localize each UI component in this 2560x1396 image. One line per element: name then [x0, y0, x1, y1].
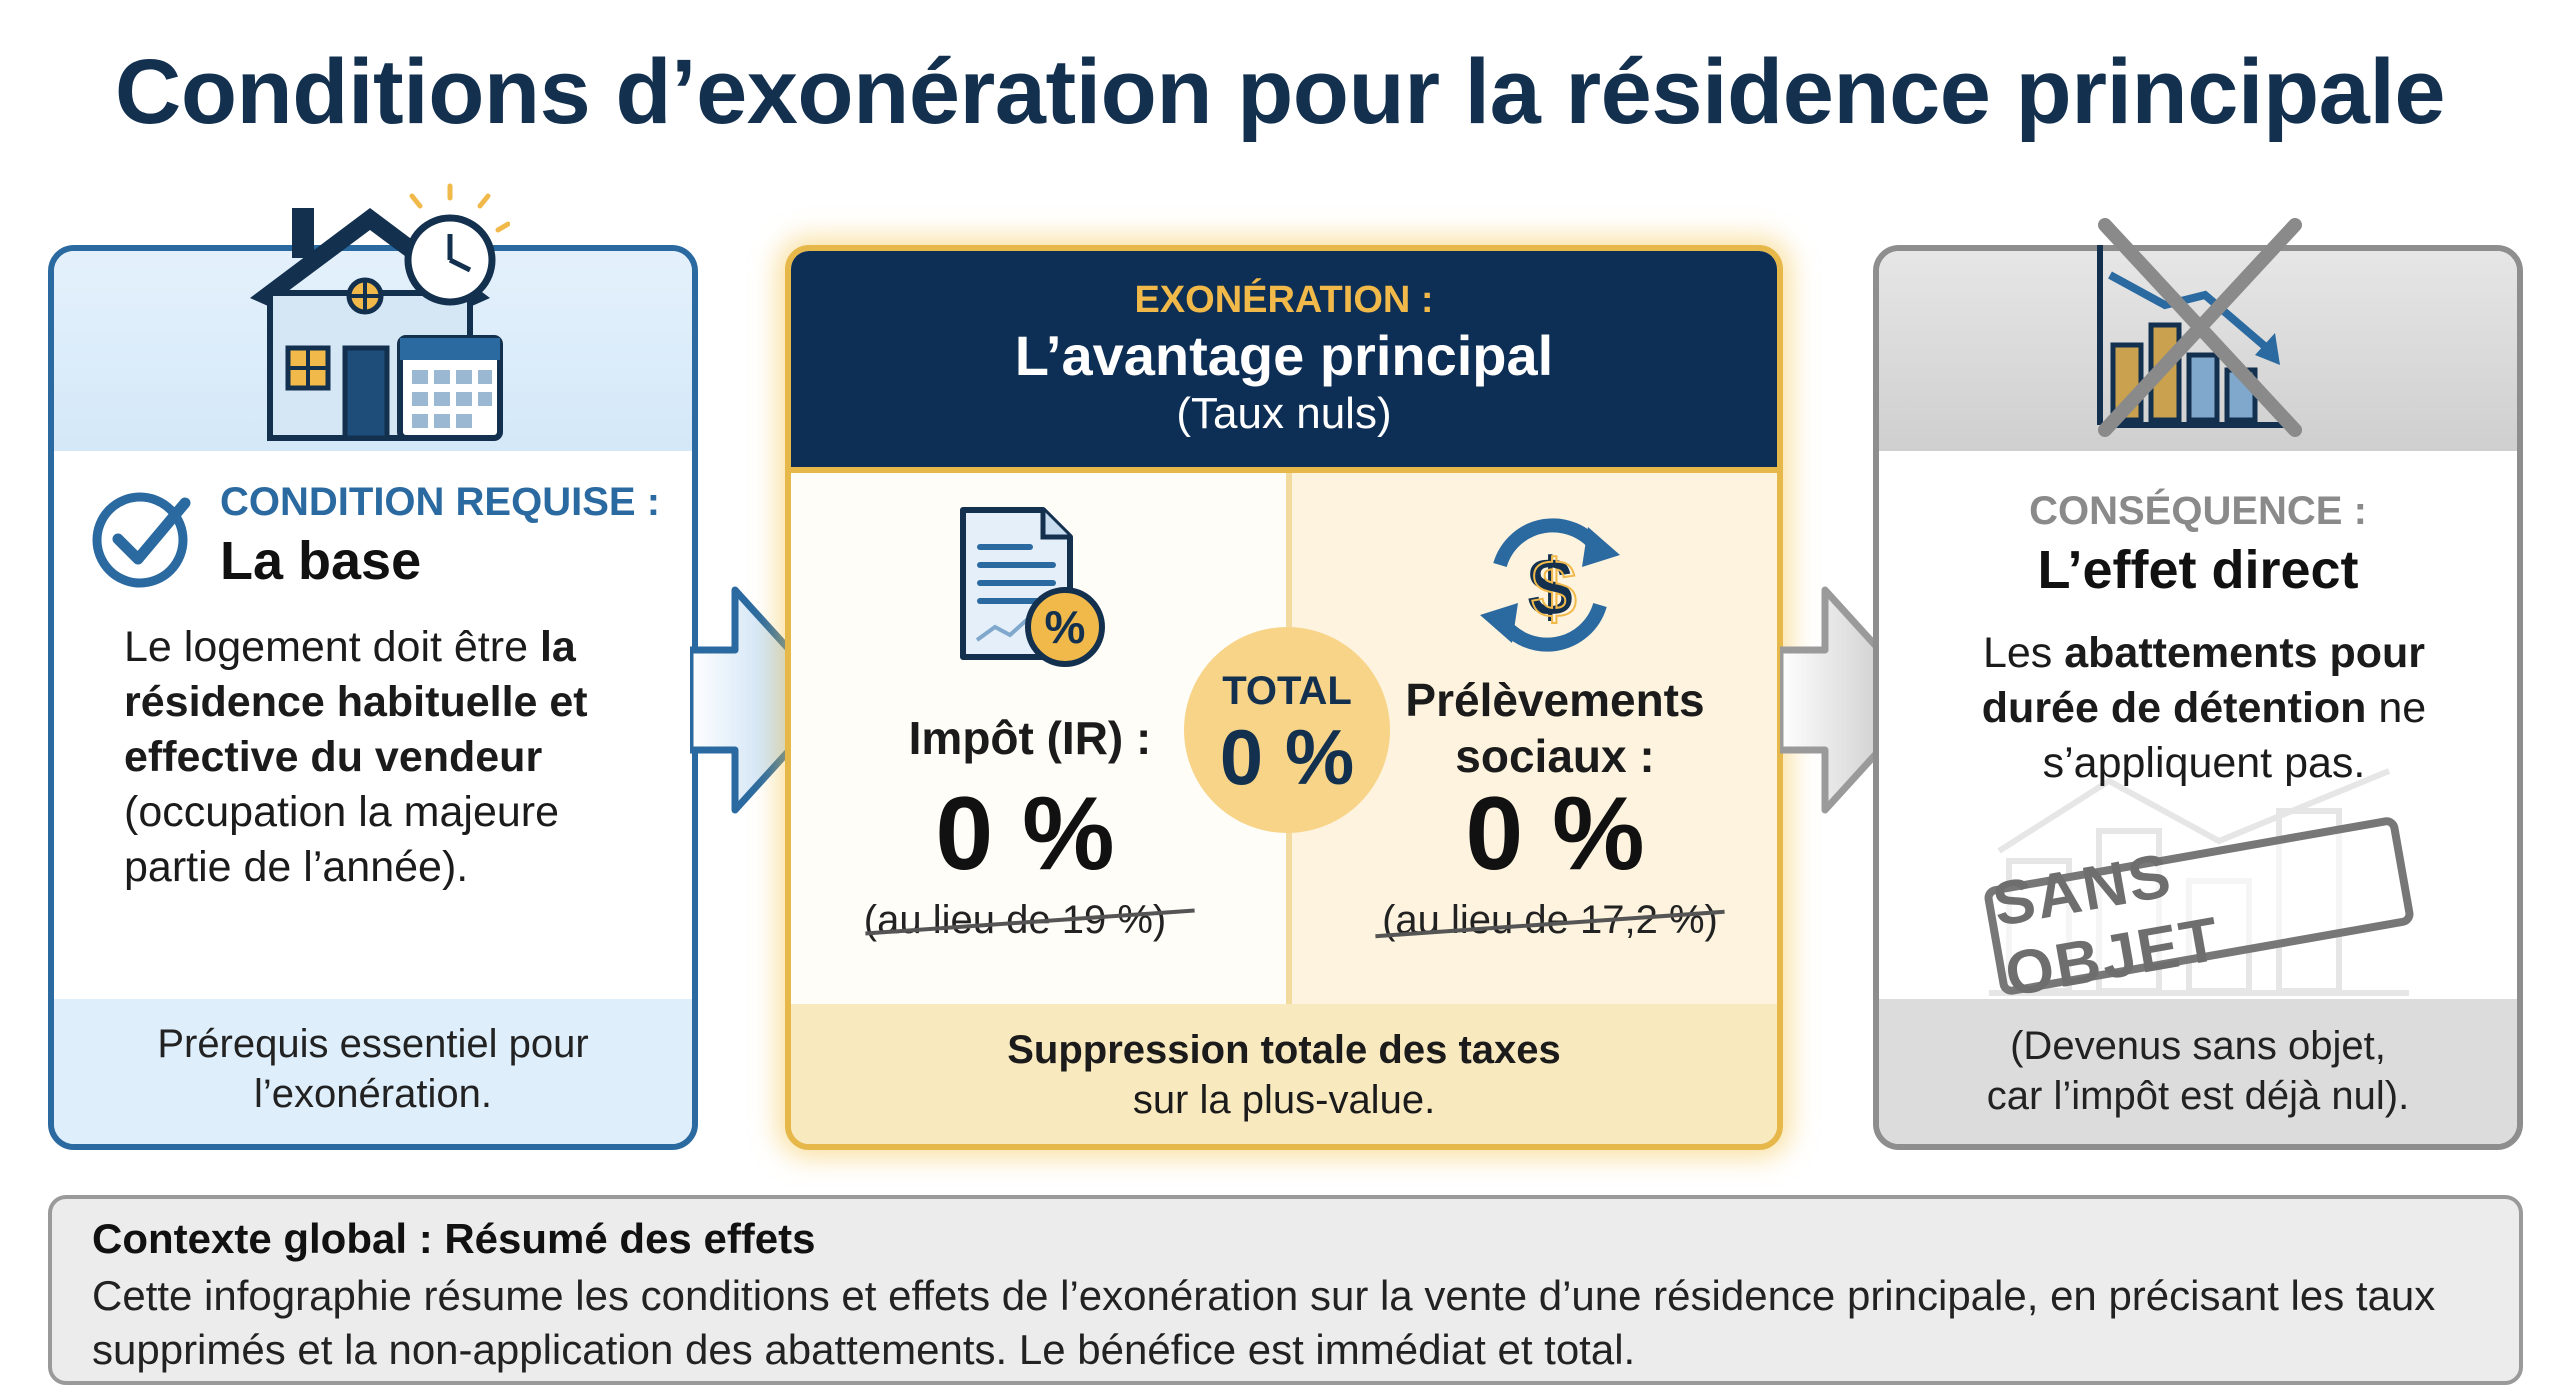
exoneration-title: L’avantage principal — [1014, 324, 1554, 387]
ir-value: 0 % — [935, 776, 1115, 892]
consequence-text-bold: abattements pour durée de détention — [1981, 629, 2426, 732]
consequence-label: CONSÉQUENCE : — [2029, 489, 2367, 533]
condition-footer: Prérequis essentiel pour l’exonération. — [54, 999, 692, 1144]
total-label: TOTAL — [1222, 669, 1352, 713]
total-value: 0 % — [1219, 713, 1355, 801]
exoneration-footer: Suppression totale des taxes sur la plus… — [791, 1004, 1777, 1144]
check-circle-icon — [92, 492, 191, 588]
consequence-footer: (Devenus sans objet, car l’impôt est déj… — [1879, 999, 2517, 1144]
ir-label: Impôt (IR) : — [908, 712, 1152, 764]
context-heading: Contexte global : Résumé des effets — [92, 1215, 816, 1262]
context-box: Contexte global : Résumé des effets Cett… — [48, 1195, 2523, 1385]
exoneration-footer-text: sur la plus-value. — [1132, 1078, 1436, 1122]
exoneration-footer-bold: Suppression totale des taxes — [1007, 1028, 1561, 1072]
house-clock-calendar-icon — [250, 183, 510, 441]
consequence-title: L’effet direct — [2037, 540, 2359, 600]
condition-text: Le logement doit être la résidence habit… — [124, 620, 664, 895]
condition-text-part2: (occupation la majeure partie de l’année… — [124, 788, 560, 891]
consequence-footer-line1: (Devenus sans objet, — [2010, 1024, 2386, 1068]
ps-label-line2: sociaux : — [1455, 730, 1655, 782]
exoneration-header: EXONÉRATION : L’avantage principal (Taux… — [791, 251, 1777, 473]
page-title: Conditions d’exonération pour la résiden… — [114, 41, 2446, 143]
currency-cycle-icon: $ $ — [1480, 518, 1620, 652]
exoneration-label: EXONÉRATION : — [1134, 279, 1434, 321]
svg-text:$: $ — [1531, 544, 1577, 635]
ps-value: 0 % — [1465, 776, 1645, 892]
consequence-text-part1: Les — [1982, 629, 2065, 677]
exoneration-subtitle: (Taux nuls) — [1176, 389, 1392, 438]
consequence-footer-line2: car l’impôt est déjà nul). — [1986, 1074, 2410, 1118]
condition-text-bold: la résidence habituelle et effective du … — [124, 623, 588, 781]
condition-footer-line1: Prérequis essentiel pour — [157, 1022, 589, 1066]
svg-text:$: $ — [1527, 542, 1573, 633]
svg-text:%: % — [1045, 601, 1086, 653]
consequence-text-part2: ne s’appliquent pas. — [2042, 684, 2427, 787]
condition-label: CONDITION REQUISE : — [220, 480, 661, 524]
condition-text-part1: Le logement doit être — [124, 623, 540, 671]
ps-label: Prélèvements sociaux : — [1385, 672, 1725, 784]
condition-title: La base — [220, 531, 422, 591]
total-badge: TOTAL 0 % — [1184, 627, 1390, 833]
ps-previous-rate: (au lieu de 17,2 %) — [1382, 898, 1718, 942]
context-text: Cette infographie résume les conditions … — [92, 1272, 2436, 1373]
consequence-text: Les abattements pour durée de détention … — [1919, 626, 2489, 791]
ps-label-line1: Prélèvements — [1405, 674, 1705, 726]
document-percent-icon: % — [960, 507, 1105, 667]
condition-footer-line2: l’exonération. — [254, 1072, 492, 1116]
crossed-chart-icon — [2097, 218, 2302, 437]
